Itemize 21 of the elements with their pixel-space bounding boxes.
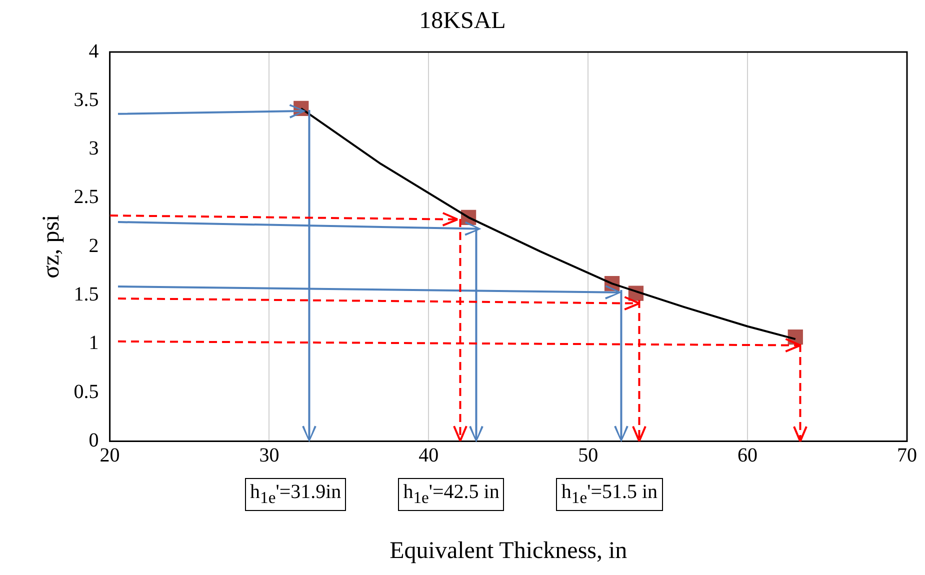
x-tick-label: 20 bbox=[100, 444, 120, 466]
x-tick-label: 40 bbox=[418, 444, 439, 466]
y-tick-label: 0 bbox=[88, 429, 99, 452]
y-tick-label: 1 bbox=[88, 332, 99, 354]
x-tick-label: 60 bbox=[738, 444, 758, 466]
y-tick-label: 3.5 bbox=[74, 88, 99, 111]
x-tick-label: 50 bbox=[578, 444, 598, 466]
x-tick-label: 70 bbox=[897, 444, 917, 466]
y-axis-title: σz, psi bbox=[38, 214, 65, 278]
y-tick-label: 0.5 bbox=[74, 380, 99, 403]
text: h$_{1e}$'=31.9in bbox=[245, 478, 346, 511]
text: h$_{1e}$'=51.5 in bbox=[556, 478, 663, 511]
text: h$_{1e}$'=42.5 in bbox=[398, 478, 504, 511]
y-tick-label: 2.5 bbox=[74, 186, 99, 208]
x-axis-title: Equivalent Thickness, in bbox=[390, 538, 628, 564]
chart-title: 18KSAL bbox=[418, 8, 507, 35]
y-tick-label: 2 bbox=[88, 234, 99, 257]
y-tick-label: 4 bbox=[88, 40, 99, 62]
y-tick-label: 1.5 bbox=[74, 284, 99, 306]
y-tick-label: 3 bbox=[88, 138, 99, 160]
x-tick-label: 30 bbox=[259, 444, 280, 466]
